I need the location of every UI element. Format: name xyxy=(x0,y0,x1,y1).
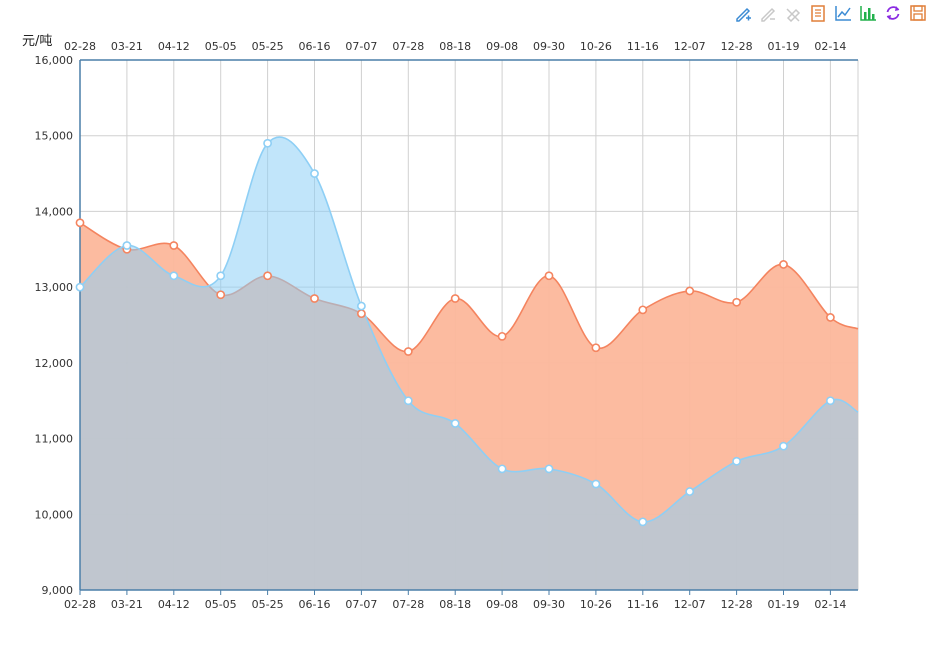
x-tick-label-top: 02-28 xyxy=(64,40,96,53)
data-point-series-2[interactable] xyxy=(169,271,179,281)
data-point-series-1[interactable] xyxy=(638,305,648,315)
bar-chart-icon[interactable] xyxy=(858,3,878,23)
x-tick-label-top: 05-05 xyxy=(205,40,237,53)
data-point-series-2[interactable] xyxy=(544,464,554,474)
x-tick-label-top: 09-30 xyxy=(533,40,565,53)
data-point-series-2[interactable] xyxy=(403,396,413,406)
area-fill-series-2 xyxy=(80,137,858,590)
x-tick-label-top: 03-21 xyxy=(111,40,143,53)
data-point-series-1[interactable] xyxy=(779,260,788,269)
data-point-series-1[interactable] xyxy=(732,297,741,307)
data-point-series-2[interactable] xyxy=(75,282,85,292)
data-point-series-2[interactable] xyxy=(497,464,507,474)
data-point-series-2[interactable] xyxy=(591,479,601,489)
x-tick-label-bottom: 02-14 xyxy=(814,598,846,611)
x-tick-label-bottom: 04-12 xyxy=(158,598,190,611)
x-tick-label-bottom: 06-16 xyxy=(299,598,331,611)
x-tick-label-top: 05-25 xyxy=(252,40,284,53)
mark-undo-icon[interactable] xyxy=(758,3,778,23)
data-point-series-2[interactable] xyxy=(310,169,319,178)
data-point-series-2[interactable] xyxy=(122,241,132,250)
y-tick-label: 9,000 xyxy=(42,584,74,597)
x-tick-label-bottom: 09-08 xyxy=(486,598,518,611)
data-point-series-1[interactable] xyxy=(356,309,366,319)
x-tick-label-top: 10-26 xyxy=(580,40,612,53)
x-tick-label-top: 04-12 xyxy=(158,40,190,53)
line-chart-icon[interactable] xyxy=(833,3,853,23)
x-tick-label-bottom: 11-16 xyxy=(627,598,659,611)
y-tick-label: 13,000 xyxy=(35,281,74,294)
mark-clear-icon[interactable] xyxy=(783,3,803,23)
data-point-series-1[interactable] xyxy=(685,286,695,296)
x-tick-label-bottom: 07-28 xyxy=(392,598,424,611)
x-tick-label-bottom: 07-07 xyxy=(345,598,377,611)
data-point-series-1[interactable] xyxy=(591,343,601,353)
data-point-series-1[interactable] xyxy=(169,241,179,250)
y-tick-label: 16,000 xyxy=(35,54,74,67)
data-point-series-1[interactable] xyxy=(450,294,460,303)
data-point-series-1[interactable] xyxy=(826,313,835,322)
x-tick-label-top: 12-07 xyxy=(674,40,706,53)
y-axis-unit-label: 元/吨 xyxy=(22,34,52,49)
data-point-series-2[interactable] xyxy=(779,441,788,451)
y-tick-label: 14,000 xyxy=(35,205,74,218)
data-point-series-1[interactable] xyxy=(216,290,226,300)
data-point-series-2[interactable] xyxy=(638,517,648,527)
x-tick-label-top: 07-07 xyxy=(345,40,377,53)
x-tick-label-top: 02-14 xyxy=(814,40,846,53)
data-markers xyxy=(75,138,835,527)
data-point-series-2[interactable] xyxy=(216,271,226,281)
x-tick-label-bottom: 01-19 xyxy=(768,598,800,611)
data-view-icon[interactable] xyxy=(808,3,828,23)
axes: 9,000 10,000 11,000 12,000 13,000 14,000 15,00… xyxy=(35,40,858,611)
x-tick-label-top: 12-28 xyxy=(721,40,753,53)
area-series xyxy=(79,136,859,591)
x-tick-label-bottom: 10-26 xyxy=(580,598,612,611)
x-tick-label-top: 01-19 xyxy=(768,40,800,53)
y-tick-label: 15,000 xyxy=(35,130,74,143)
y-tick-label: 12,000 xyxy=(35,357,74,370)
data-point-series-1[interactable] xyxy=(403,347,413,356)
save-image-icon[interactable] xyxy=(908,3,928,23)
x-tick-label-top: 08-18 xyxy=(439,40,471,53)
data-point-series-1[interactable] xyxy=(263,271,272,281)
data-point-series-2[interactable] xyxy=(732,456,741,466)
restore-icon[interactable] xyxy=(883,3,903,23)
data-point-series-1[interactable] xyxy=(497,331,507,341)
data-point-series-2[interactable] xyxy=(685,487,695,496)
x-tick-label-top: 06-16 xyxy=(299,40,331,53)
data-point-series-1[interactable] xyxy=(544,271,554,281)
x-tick-label-bottom: 08-18 xyxy=(439,598,471,611)
y-tick-label: 10,000 xyxy=(35,508,74,521)
x-tick-label-bottom: 05-05 xyxy=(205,598,237,611)
data-point-series-2[interactable] xyxy=(356,301,366,311)
x-tick-label-top: 11-16 xyxy=(627,40,659,53)
chart-toolbox xyxy=(733,3,928,25)
x-tick-label-bottom: 05-25 xyxy=(252,598,284,611)
x-tick-label-bottom: 02-28 xyxy=(64,598,96,611)
y-tick-label: 11,000 xyxy=(35,433,74,446)
x-tick-label-bottom: 12-07 xyxy=(674,598,706,611)
mark-icon[interactable] xyxy=(733,3,753,23)
x-tick-label-top: 07-28 xyxy=(392,40,424,53)
data-point-series-2[interactable] xyxy=(263,138,272,148)
x-tick-label-bottom: 09-30 xyxy=(533,598,565,611)
data-point-series-1[interactable] xyxy=(310,294,319,303)
data-point-series-2[interactable] xyxy=(826,396,835,406)
x-tick-label-top: 09-08 xyxy=(486,40,518,53)
x-tick-label-bottom: 12-28 xyxy=(721,598,753,611)
data-point-series-2[interactable] xyxy=(450,419,460,428)
data-point-series-1[interactable] xyxy=(75,218,85,228)
x-tick-label-bottom: 03-21 xyxy=(111,598,143,611)
